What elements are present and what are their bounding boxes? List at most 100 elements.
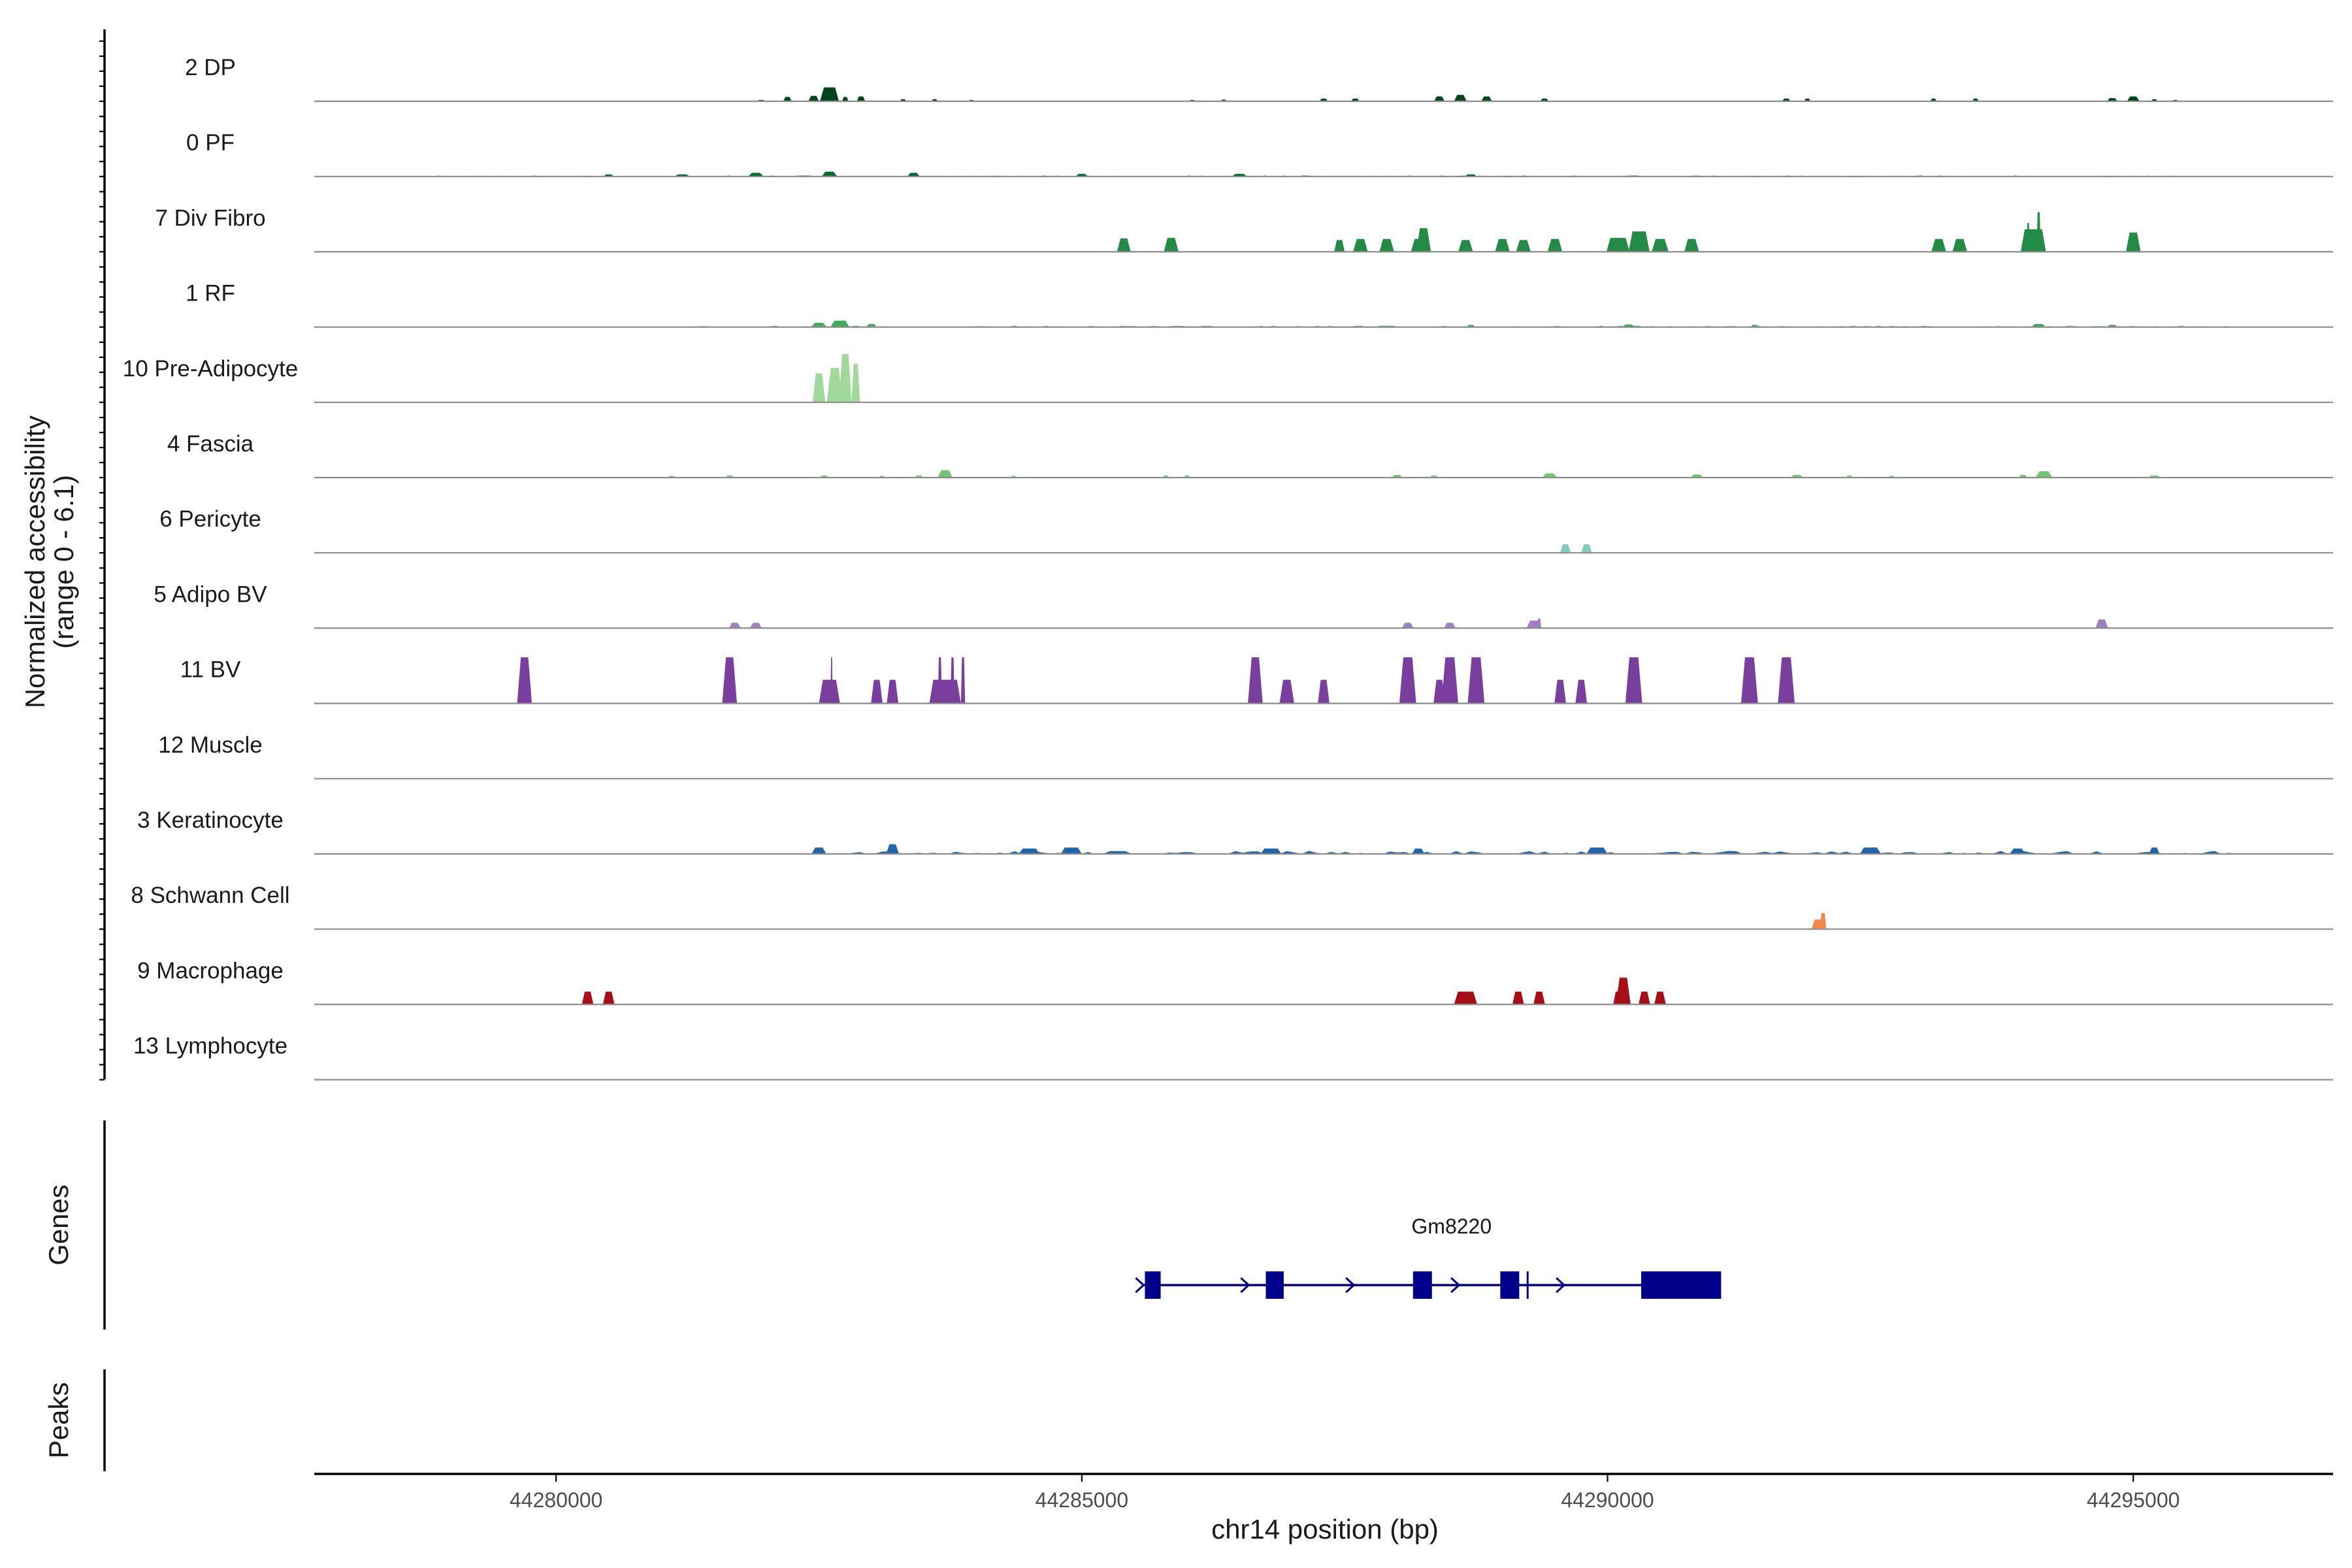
accessibility-peak (839, 354, 852, 402)
track-label: 1 RF (186, 281, 235, 306)
track-11-bv: 11 BV (180, 657, 2333, 704)
accessibility-peak (1586, 847, 1608, 854)
accessibility-peak (1441, 657, 1458, 704)
accessibility-peak (886, 844, 899, 854)
track-label: 2 DP (185, 55, 236, 80)
accessibility-peak (2010, 848, 2026, 854)
accessibility-peak (1575, 679, 1588, 704)
accessibility-peak (2031, 323, 2046, 327)
x-axis-ticks: 44280000 44285000 44290000 44295000 (510, 1474, 2180, 1512)
accessibility-peak (1778, 657, 1795, 704)
track-label: 4 Fascia (167, 431, 254, 457)
track-7-div-fibro: 7 Div Fibro (155, 205, 2333, 253)
accessibility-peak (783, 97, 792, 101)
accessibility-peak (1512, 991, 1524, 1005)
accessibility-peak (871, 679, 883, 704)
accessibility-peak (1516, 240, 1531, 252)
track-label: 13 Lymphocyte (133, 1034, 287, 1059)
accessibility-peak (1554, 679, 1566, 704)
track-3-keratinocyte: 3 Keratinocyte (137, 808, 2333, 855)
accessibility-peak (517, 657, 532, 704)
accessibility-peak (1379, 238, 1394, 252)
accessibility-peak (1060, 847, 1082, 854)
accessibility-peak (811, 847, 826, 854)
accessibility-peak (747, 172, 764, 177)
accessibility-peak (1399, 657, 1416, 704)
accessibility-peak (1690, 474, 1703, 478)
accessibility-peak (1481, 96, 1492, 101)
track-2-dp: 2 DP (185, 55, 2333, 103)
accessibility-peak (602, 991, 615, 1005)
accessibility-peak (826, 368, 843, 402)
accessibility-peak (1401, 623, 1414, 629)
accessibility-peak (960, 657, 966, 704)
accessibility-peak (821, 171, 838, 177)
accessibility-peak (1260, 848, 1282, 854)
strand-arrow (1556, 1277, 1566, 1294)
accessibility-peak (950, 657, 955, 704)
accessibility-peak (728, 623, 741, 629)
accessibility-peak (1537, 618, 1542, 629)
accessibility-peak (938, 470, 953, 478)
accessibility-peak (811, 323, 827, 327)
accessibility-peak (1467, 657, 1485, 704)
accessibility-peak (1454, 95, 1467, 101)
track-label: 5 Adipo BV (154, 581, 267, 607)
x-tick-label: 44295000 (2087, 1488, 2180, 1512)
track-label: 12 Muscle (158, 732, 263, 758)
accessibility-peak (1533, 991, 1545, 1005)
accessibility-peak (750, 623, 762, 629)
accessibility-peak (2126, 232, 2141, 252)
accessibility-peak (1639, 991, 1650, 1005)
genes-panel-title: Genes (43, 1184, 74, 1266)
track-1-rf: 1 RF (186, 281, 2333, 328)
genes-panel: Gm8220 (1135, 1215, 1722, 1299)
accessibility-peak (2036, 212, 2041, 252)
gene-name: Gm8220 (1411, 1215, 1492, 1238)
accessibility-peak (1444, 623, 1456, 629)
track-label: 10 Pre-Adipocyte (123, 356, 298, 382)
accessibility-peak (1547, 238, 1563, 252)
accessibility-peak (1625, 657, 1642, 704)
x-tick-label: 44285000 (1036, 1488, 1128, 1512)
accessibility-peak (1652, 238, 1669, 252)
strand-arrow (1345, 1277, 1356, 1294)
accessibility-peak (851, 363, 860, 402)
accessibility-peak (581, 991, 594, 1005)
accessibility-peak (1684, 238, 1699, 252)
accessibility-peak (1454, 991, 1477, 1005)
track-label: 0 PF (186, 130, 235, 155)
accessibility-peak (1334, 240, 1345, 252)
gene-gm8220: Gm8220 (1135, 1215, 1722, 1299)
track-4-fascia: 4 Fascia (167, 431, 2333, 479)
accessibility-peak (820, 87, 840, 101)
accessibility-peak (1654, 991, 1666, 1005)
track-8-schwann-cell: 8 Schwann Cell (131, 883, 2333, 930)
gene-exon (1500, 1271, 1520, 1299)
accessibility-peak (808, 95, 819, 101)
accessibility-peak (2026, 223, 2030, 252)
accessibility-peak (887, 679, 898, 704)
track-label: 11 BV (180, 657, 241, 683)
x-tick-label: 44290000 (1561, 1488, 1654, 1512)
accessibility-peak (2095, 619, 2108, 629)
peaks-panel-title: Peaks (43, 1382, 74, 1459)
accessibility-peak (1740, 657, 1758, 704)
strand-arrow (1240, 1277, 1250, 1294)
accessibility-peak (1434, 96, 1445, 101)
track-label: 7 Div Fibro (155, 205, 265, 231)
accessibility-peak (722, 657, 737, 704)
accessibility-peak (1613, 991, 1623, 1005)
accessibility-peak (2149, 847, 2160, 854)
accessibility-peak (1581, 544, 1592, 553)
track-12-muscle: 12 Muscle (158, 732, 2333, 779)
accessibility-peak (830, 657, 833, 704)
accessibility-peak (938, 657, 942, 704)
accessibility-peak (2127, 96, 2140, 101)
accessibility-peak (2107, 98, 2118, 101)
strand-arrow (1450, 1277, 1461, 1294)
track-0-pf: 0 PF (186, 130, 2333, 178)
accessibility-peak (1353, 238, 1368, 252)
accessibility-peak (1019, 848, 1040, 854)
